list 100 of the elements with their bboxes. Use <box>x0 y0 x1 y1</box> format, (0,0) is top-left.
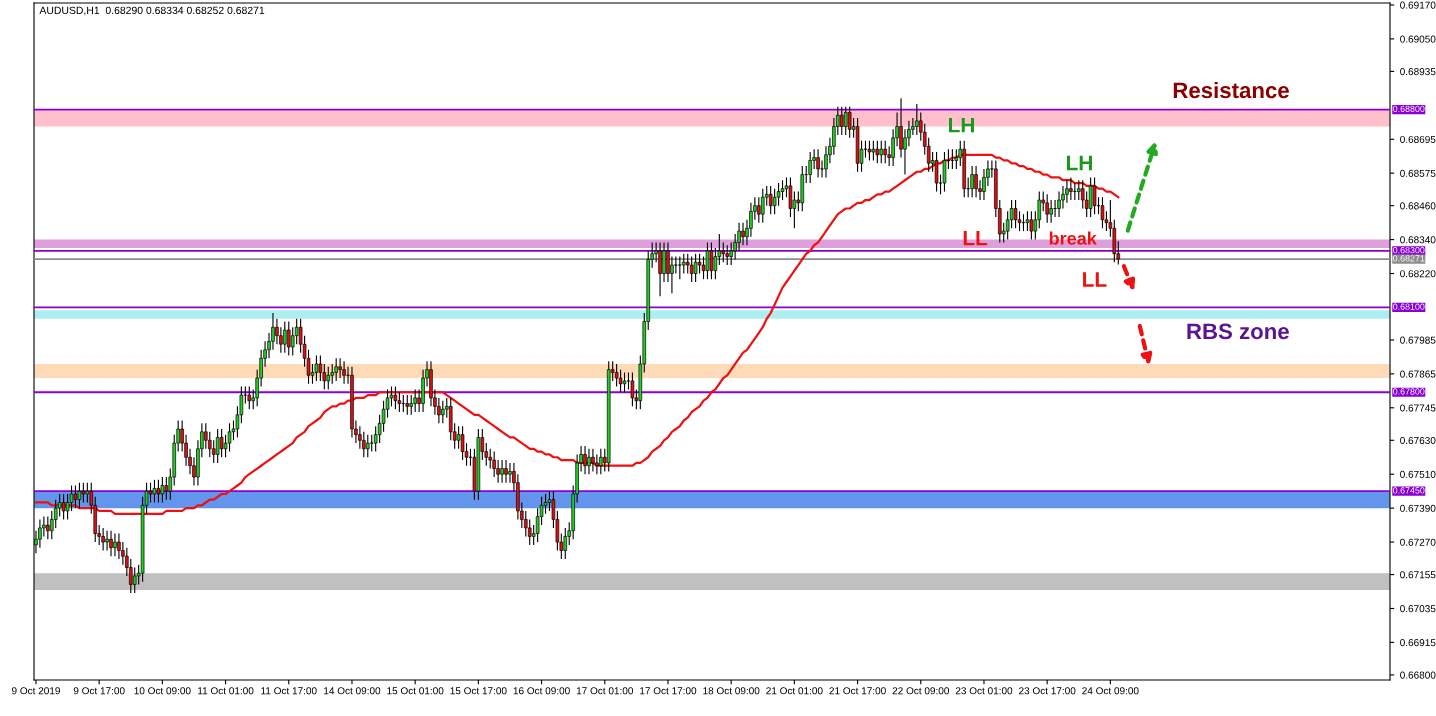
candlestick <box>148 482 153 504</box>
x-tick-label: 21 Oct 01:00 <box>766 687 823 695</box>
candlestick <box>409 394 413 416</box>
candlestick <box>318 354 323 382</box>
candlestick <box>227 422 232 453</box>
candlestick <box>1025 210 1030 232</box>
x-tick-label: 15 Oct 01:00 <box>387 687 444 695</box>
candlestick <box>1069 176 1073 201</box>
candlestick <box>678 256 682 280</box>
y-tick-label: 0.66800 <box>1400 671 1436 679</box>
ref-line-label: 0.67800 <box>1393 388 1425 395</box>
ref-line-label: 0.68100 <box>1393 303 1425 310</box>
y-tick-label: 0.68695 <box>1400 135 1436 143</box>
candlestick <box>405 394 410 416</box>
candlestick <box>725 244 729 266</box>
candlestick <box>38 518 42 549</box>
y-tick-label: 0.67270 <box>1400 538 1436 546</box>
candlestick <box>776 182 781 207</box>
candlestick <box>563 527 568 560</box>
candlestick <box>689 256 694 283</box>
x-tick-label: 11 Oct 17:00 <box>261 687 317 695</box>
candlestick <box>129 558 133 594</box>
candlestick <box>847 106 852 139</box>
candlestick <box>314 354 319 382</box>
candlestick <box>915 103 919 136</box>
candlestick <box>1092 176 1097 215</box>
y-tick-label: 0.67035 <box>1400 605 1436 613</box>
x-tick-label: 9 Oct 2019 <box>11 687 60 695</box>
candlestick <box>413 388 417 413</box>
y-tick-label: 0.69170 <box>1400 1 1436 9</box>
candlestick <box>630 371 635 407</box>
candlestick <box>1100 196 1105 229</box>
candlestick <box>85 482 90 504</box>
y-tick-label: 0.67630 <box>1400 436 1436 445</box>
candlestick <box>614 363 619 388</box>
candlestick <box>942 151 947 193</box>
candlestick <box>583 445 587 475</box>
candlestick <box>788 176 793 218</box>
x-tick-label: 15 Oct 17:00 <box>450 687 507 695</box>
x-tick-label: 24 Oct 09:00 <box>1082 687 1139 695</box>
candlestick <box>709 241 714 280</box>
candlestick <box>77 482 82 509</box>
y-tick-label: 0.67155 <box>1400 571 1436 579</box>
candlestick <box>974 165 978 198</box>
candlestick <box>105 530 109 552</box>
candlestick <box>156 479 161 504</box>
candlestick <box>840 106 844 136</box>
annotation: LL <box>963 231 988 246</box>
candlestick <box>508 462 512 484</box>
candlestick <box>662 241 666 283</box>
x-tick-label: 23 Oct 01:00 <box>955 687 1013 695</box>
candlestick <box>366 434 370 458</box>
candlestick <box>761 188 765 224</box>
candlestick <box>843 106 848 136</box>
x-tick-label: 11 Oct 01:00 <box>198 687 254 695</box>
candlestick <box>109 530 113 557</box>
candlestick <box>768 185 773 215</box>
y-tick-label: 0.68575 <box>1400 169 1436 177</box>
y-tick-label: 0.68935 <box>1400 68 1436 76</box>
x-tick-label: 17 Oct 01:00 <box>576 687 634 695</box>
annotation: break <box>1049 231 1097 245</box>
candlestick <box>61 493 66 520</box>
candlestick <box>618 369 623 393</box>
y-tick-label: 0.67510 <box>1400 470 1436 478</box>
y-tick-label: 0.67865 <box>1400 370 1436 378</box>
y-tick-label: 0.68220 <box>1400 270 1436 278</box>
candlestick <box>219 428 224 458</box>
candlestick <box>1029 210 1034 241</box>
candlestick <box>622 371 627 393</box>
candlestick <box>456 425 461 450</box>
x-tick-label: 14 Oct 09:00 <box>324 687 381 695</box>
candlestick <box>132 566 137 594</box>
candlestick <box>283 321 287 354</box>
candlestick <box>57 493 62 518</box>
candlestick <box>721 241 726 263</box>
candlestick <box>342 360 346 385</box>
candlestick <box>595 453 599 475</box>
candlestick <box>393 386 398 410</box>
candlestick <box>741 222 745 246</box>
candlestick <box>1049 199 1053 224</box>
candlestick <box>713 247 718 280</box>
candlestick <box>816 148 820 178</box>
candlestick <box>46 516 50 540</box>
candlestick <box>599 448 603 475</box>
candlestick <box>113 533 117 557</box>
band-label: RBS zone <box>1187 323 1289 340</box>
x-tick-label: 17 Oct 17:00 <box>640 687 697 695</box>
candlestick <box>500 459 504 484</box>
candlestick <box>970 165 974 198</box>
annotation: LH <box>949 117 974 133</box>
candlestick <box>705 241 710 280</box>
candlestick <box>211 439 216 464</box>
candlestick <box>871 140 876 162</box>
candlestick <box>326 366 331 390</box>
candlestick <box>294 318 299 345</box>
candlestick <box>81 482 86 504</box>
candlestick <box>527 518 532 546</box>
x-tick-label: 18 Oct 09:00 <box>703 687 760 695</box>
candlestick <box>697 253 702 275</box>
annotation: LH <box>1066 155 1092 171</box>
